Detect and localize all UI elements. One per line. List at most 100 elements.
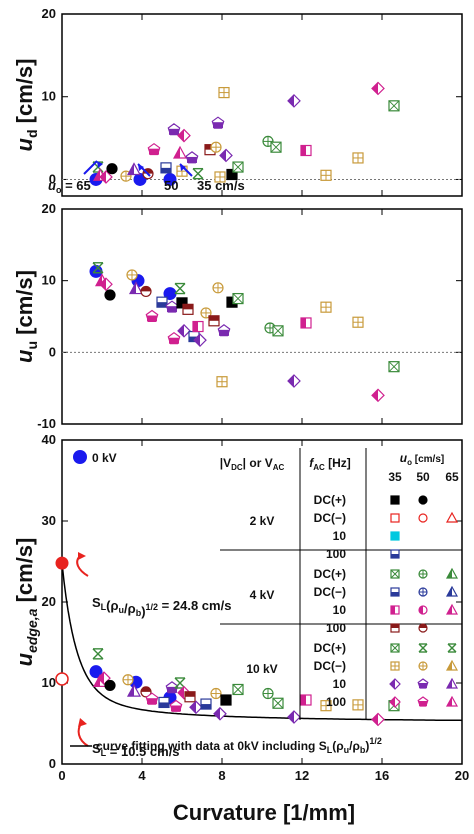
data-point: [185, 151, 199, 164]
legend-header-voltage: |VDC| or VAC: [220, 456, 285, 472]
y-tick-label: 0: [49, 756, 56, 771]
arrow: [83, 160, 98, 175]
marker-fill: [100, 170, 106, 183]
legend-marker: [417, 678, 429, 689]
data-point: [145, 309, 159, 322]
marker-fill: [219, 329, 229, 336]
data-point: [99, 277, 113, 292]
marker-fill: [149, 148, 159, 155]
legend-uo-col-header: 50: [416, 470, 430, 484]
marker-fill: [221, 695, 231, 706]
legend-freq-label: 10: [333, 529, 347, 543]
panel-2: -10 0 10 20 uu [cm/s]: [12, 201, 463, 431]
marker-x: [92, 262, 104, 274]
data-points: [89, 81, 400, 186]
marker-fill: [100, 278, 106, 291]
y-tick-label: 10: [42, 89, 56, 104]
marker-fill: [301, 145, 306, 156]
marker-fill: [447, 679, 452, 688]
arrowhead: [78, 718, 87, 727]
marker-fill: [220, 149, 226, 162]
legend-marker: [389, 678, 401, 690]
y-axis-label: uedge,a [cm/s]: [12, 538, 40, 667]
data-point: [388, 361, 400, 373]
data-point: [176, 297, 188, 309]
marker-fill: [98, 672, 104, 685]
legend-0kv-label: 0 kV: [92, 451, 117, 465]
y-tick-label: 20: [42, 6, 56, 21]
y-tick-label: 40: [42, 432, 56, 447]
marker-fill: [107, 163, 117, 174]
data-point: [200, 698, 212, 710]
data-point: [126, 683, 142, 697]
legend-uo-col-header: 65: [445, 470, 459, 484]
legend-freq-label: 10: [333, 603, 347, 617]
data-point: [104, 289, 116, 301]
arrowhead: [97, 161, 103, 168]
marker-fill: [128, 685, 134, 697]
marker-fill: [447, 605, 452, 614]
marker-fill: [105, 290, 115, 300]
legend-marker: [418, 605, 428, 615]
data-point: [192, 167, 204, 180]
marker-fill: [419, 701, 427, 706]
marker-fill: [105, 680, 115, 691]
marker-x: [447, 643, 457, 653]
legend-voltage-label: 2 kV: [250, 514, 275, 528]
marker-fill: [288, 375, 294, 387]
legend-marker: [390, 643, 400, 653]
data-point: [371, 81, 385, 96]
x-tick-label: 12: [295, 768, 309, 783]
data-point: [92, 262, 104, 274]
annotation-uo65: uo = 65: [48, 178, 91, 195]
marker-cross: [232, 684, 244, 695]
x-tick-label: 20: [455, 768, 469, 783]
data-point: [287, 374, 301, 388]
data-point: [128, 281, 144, 295]
legend-0kv-marker: [73, 450, 87, 464]
marker-fill: [391, 624, 399, 628]
legend-header-uo: uo [cm/s]: [400, 451, 444, 467]
data-point: [104, 679, 116, 692]
marker-fill: [288, 711, 294, 724]
data-point: [182, 303, 194, 315]
marker-fill: [301, 317, 306, 328]
marker-circle: [418, 513, 428, 523]
data-point: [177, 323, 191, 338]
fit-legend-text: curve fitting with data at 0kV including…: [96, 736, 382, 755]
data-point: [167, 331, 181, 345]
marker-fill: [157, 302, 167, 308]
marker-fill: [391, 554, 399, 558]
data-point: [300, 144, 312, 157]
data-point: [99, 170, 113, 184]
plot-frame: [61, 439, 463, 765]
marker-cross: [272, 697, 284, 709]
marker-cross: [388, 100, 400, 112]
data-point: [163, 172, 177, 186]
data-point: [300, 317, 312, 329]
marker-0kv: [163, 172, 177, 186]
data-point: [220, 694, 232, 706]
marker-fill: [178, 686, 184, 699]
data-point: [189, 700, 203, 715]
data-point: [213, 706, 227, 721]
data-point: [210, 141, 222, 153]
legend-header-freq: fAC [Hz]: [309, 456, 351, 472]
marker-fill: [419, 606, 423, 614]
marker-fill: [301, 695, 306, 706]
data-point: [147, 142, 161, 156]
data-point: [320, 301, 332, 313]
legend-freq-label: 100: [326, 621, 346, 635]
plot-frame: [61, 208, 463, 425]
marker-fill: [169, 128, 179, 135]
marker-fill: [189, 336, 199, 342]
marker-sl: [55, 672, 69, 686]
data-point: [145, 692, 159, 705]
data-point: [172, 145, 188, 159]
data-point: [371, 388, 385, 403]
data-point: [211, 116, 225, 129]
data-point: [262, 687, 274, 700]
marker-fill: [169, 337, 179, 344]
marker-sl-density: [55, 556, 69, 570]
